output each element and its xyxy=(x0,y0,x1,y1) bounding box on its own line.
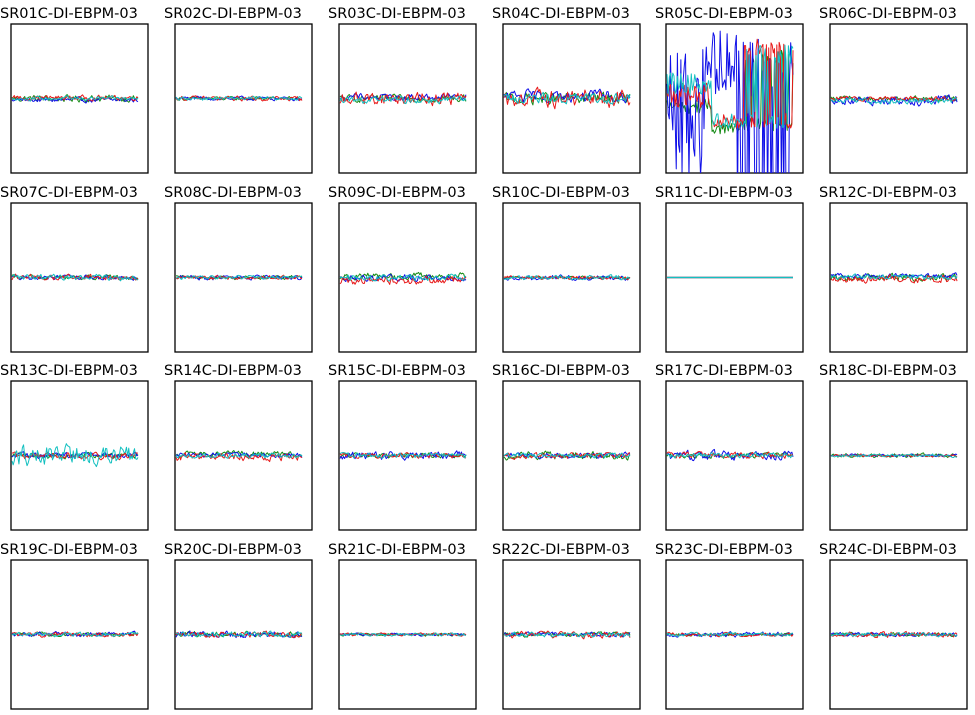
plot-title: SR19C-DI-EBPM-03 xyxy=(0,542,138,558)
series-line-red xyxy=(503,86,631,110)
series-line-green xyxy=(503,631,631,638)
plot-title: SR15C-DI-EBPM-03 xyxy=(328,363,466,379)
plot-13: SR13C-DI-EBPM-03 xyxy=(0,363,149,531)
plot-title: SR07C-DI-EBPM-03 xyxy=(0,185,138,201)
plot-23: SR23C-DI-EBPM-03 xyxy=(655,542,804,710)
plot-title: SR08C-DI-EBPM-03 xyxy=(164,185,302,201)
plot-17: SR17C-DI-EBPM-03 xyxy=(655,363,804,531)
plot-title: SR24C-DI-EBPM-03 xyxy=(819,542,957,558)
series-line-cyan xyxy=(175,95,303,101)
plot-19: SR19C-DI-EBPM-03 xyxy=(0,542,149,710)
series-line-blue xyxy=(666,30,794,173)
series-line-red xyxy=(666,631,794,638)
plot-title: SR23C-DI-EBPM-03 xyxy=(655,542,793,558)
series-line-cyan xyxy=(830,632,958,638)
plot-title: SR12C-DI-EBPM-03 xyxy=(819,185,957,201)
series-line-red xyxy=(503,452,631,460)
series-line-cyan xyxy=(339,451,467,459)
series-line-cyan xyxy=(11,273,139,282)
series-line-cyan xyxy=(503,452,631,459)
plot-title: SR21C-DI-EBPM-03 xyxy=(328,542,466,558)
series-line-red xyxy=(830,95,958,102)
plot-24: SR24C-DI-EBPM-03 xyxy=(819,542,968,710)
plot-title: SR18C-DI-EBPM-03 xyxy=(819,363,957,379)
series-line-red xyxy=(11,631,139,638)
plot-title: SR14C-DI-EBPM-03 xyxy=(164,363,302,379)
series-line-cyan xyxy=(503,91,631,105)
series-line-cyan xyxy=(666,452,794,459)
series-line-cyan xyxy=(339,632,467,637)
plot-title: SR05C-DI-EBPM-03 xyxy=(655,6,793,22)
series-line-cyan xyxy=(175,452,303,459)
series-line-cyan xyxy=(339,273,467,282)
plot-7: SR07C-DI-EBPM-03 xyxy=(0,185,149,353)
plot-3: SR03C-DI-EBPM-03 xyxy=(328,6,477,174)
series-line-cyan xyxy=(503,631,631,638)
plot-title: SR17C-DI-EBPM-03 xyxy=(655,363,793,379)
plot-11: SR11C-DI-EBPM-03 xyxy=(655,185,804,353)
plot-10: SR10C-DI-EBPM-03 xyxy=(492,185,641,353)
plot-title: SR02C-DI-EBPM-03 xyxy=(164,6,302,22)
series-line-cyan xyxy=(666,44,794,129)
plot-21: SR21C-DI-EBPM-03 xyxy=(328,542,477,710)
plot-title: SR04C-DI-EBPM-03 xyxy=(492,6,630,22)
plot-title: SR01C-DI-EBPM-03 xyxy=(0,6,138,22)
series-line-cyan xyxy=(830,273,958,281)
plot-8: SR08C-DI-EBPM-03 xyxy=(164,185,313,353)
plot-12: SR12C-DI-EBPM-03 xyxy=(819,185,968,353)
series-line-red xyxy=(830,274,958,284)
series-line-cyan xyxy=(503,274,631,281)
plot-9: SR09C-DI-EBPM-03 xyxy=(328,185,477,353)
series-line-green xyxy=(830,272,958,282)
plot-title: SR22C-DI-EBPM-03 xyxy=(492,542,630,558)
plot-16: SR16C-DI-EBPM-03 xyxy=(492,363,641,531)
plot-title: SR11C-DI-EBPM-03 xyxy=(655,185,793,201)
plot-title: SR13C-DI-EBPM-03 xyxy=(0,363,138,379)
plot-title: SR09C-DI-EBPM-03 xyxy=(328,185,466,201)
plot-22: SR22C-DI-EBPM-03 xyxy=(492,542,641,710)
series-line-cyan xyxy=(175,630,303,639)
plot-1: SR01C-DI-EBPM-03 xyxy=(0,6,149,174)
plot-6: SR06C-DI-EBPM-03 xyxy=(819,6,968,174)
series-line-cyan xyxy=(339,95,467,105)
series-line-cyan xyxy=(666,631,794,638)
series-line-cyan xyxy=(175,274,303,280)
plot-2: SR02C-DI-EBPM-03 xyxy=(164,6,313,174)
series-line-green xyxy=(175,449,303,458)
series-line-red xyxy=(175,95,303,102)
plot-title: SR16C-DI-EBPM-03 xyxy=(492,363,630,379)
plot-5: SR05C-DI-EBPM-03 xyxy=(655,6,804,174)
plot-title: SR06C-DI-EBPM-03 xyxy=(819,6,957,22)
series-line-cyan xyxy=(11,631,139,638)
plot-title: SR03C-DI-EBPM-03 xyxy=(328,6,466,22)
series-line-red xyxy=(666,451,794,460)
plot-title: SR20C-DI-EBPM-03 xyxy=(164,542,302,558)
plot-18: SR18C-DI-EBPM-03 xyxy=(819,363,968,531)
series-line-cyan xyxy=(830,453,958,459)
series-line-cyan xyxy=(11,443,139,468)
series-line-red xyxy=(175,452,303,463)
plot-4: SR04C-DI-EBPM-03 xyxy=(492,6,641,174)
plot-20: SR20C-DI-EBPM-03 xyxy=(164,542,313,710)
plot-14: SR14C-DI-EBPM-03 xyxy=(164,363,313,531)
series-line-cyan xyxy=(830,96,958,105)
series-line-cyan xyxy=(11,95,139,102)
plot-15: SR15C-DI-EBPM-03 xyxy=(328,363,477,531)
plot-title: SR10C-DI-EBPM-03 xyxy=(492,185,630,201)
series-line-red xyxy=(339,276,467,285)
